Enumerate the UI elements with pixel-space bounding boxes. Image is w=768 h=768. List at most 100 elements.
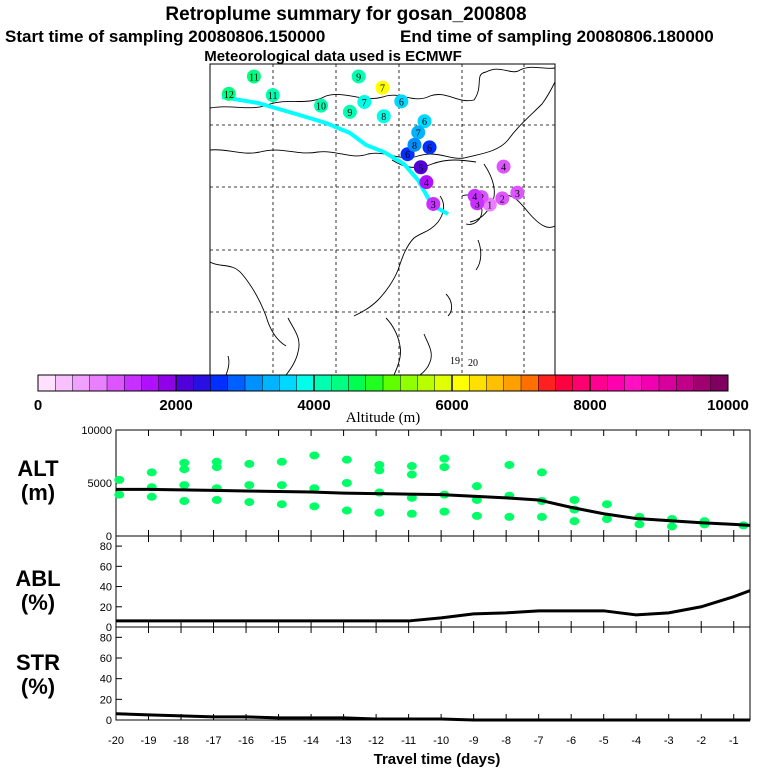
- map-point: [314, 98, 329, 113]
- colorbar-cell: [365, 375, 384, 391]
- colorbar-cell: [55, 375, 73, 391]
- x-tick-label: -5: [599, 735, 609, 747]
- alt-point: [569, 517, 580, 526]
- str-panel-title: STR: [16, 650, 60, 675]
- colorbar-cell: [38, 375, 56, 391]
- map-point: [495, 191, 510, 206]
- map-panel: 12233344456667889910111112776 19 20: [209, 63, 556, 376]
- map-point-label: 4: [501, 163, 506, 174]
- str-panel-frame: [115, 626, 751, 721]
- colorbar-cell: [659, 375, 677, 391]
- colorbar-cell: [227, 375, 246, 391]
- map-point-label: 10: [316, 102, 326, 113]
- colorbar-cell: [624, 375, 643, 391]
- alt-point: [244, 481, 255, 490]
- start-sampling-text: Start time of sampling 20080806.150000: [5, 27, 325, 46]
- map-point-label: 8: [381, 112, 386, 123]
- met-data-text: Meteorological data used is ECMWF: [204, 48, 462, 65]
- str-y-tick-label: 0: [106, 715, 112, 727]
- colorbar-cell: [676, 375, 694, 391]
- map-point: [265, 88, 280, 103]
- map-point-label: 1: [487, 201, 492, 212]
- colorbar-cell: [400, 375, 418, 391]
- alt-point: [536, 512, 547, 521]
- alt-point: [374, 508, 385, 517]
- colorbar-tick-label: 2000: [159, 397, 192, 414]
- colorbar-cell: [176, 375, 194, 391]
- x-tick-label: -20: [108, 735, 124, 747]
- abl-panel-title: ABL: [15, 566, 60, 591]
- colorbar-cell: [296, 375, 315, 391]
- map-point: [496, 159, 511, 174]
- alt-point: [634, 520, 645, 529]
- alt-point: [471, 511, 482, 520]
- map-point-label: 3: [431, 200, 436, 211]
- map-point-label: 9: [356, 72, 361, 83]
- alt-point: [406, 493, 417, 502]
- abl-y-tick-label: 0: [106, 622, 112, 634]
- map-graticule: [210, 64, 555, 375]
- colorbar-cell: [210, 375, 229, 391]
- map-point: [375, 80, 390, 95]
- figure-title: Retroplume summary for gosan_200808: [165, 4, 526, 25]
- alt-plot: 0 5000 10000: [81, 425, 751, 543]
- x-tick-label: -3: [664, 735, 674, 747]
- map-point-label: 6: [405, 150, 410, 161]
- map-point: [342, 104, 357, 119]
- colorbar-cell: [348, 375, 367, 391]
- colorbar-tick-label: 10000: [707, 397, 749, 414]
- colorbar-label: Altitude (m): [346, 410, 421, 426]
- x-axis: -20 -19 -18 -17 -16 -15 -14 -13 -12 -11 -10 -9 -8 -7-…: [108, 430, 739, 747]
- map-point-label: 12: [224, 90, 234, 101]
- map-point-label: 11: [249, 72, 259, 83]
- x-tick-label: -10: [433, 735, 449, 747]
- colorbar-cell: [279, 375, 298, 391]
- alt-point: [309, 484, 320, 493]
- alt-point: [179, 497, 190, 506]
- x-tick-label: -14: [303, 735, 319, 747]
- map-label-19: 19: [450, 356, 460, 367]
- str-y-tick-label: 40: [100, 674, 112, 686]
- colorbar-cell: [417, 375, 436, 391]
- alt-point: [471, 482, 482, 491]
- x-axis-label: Travel time (days): [374, 751, 501, 768]
- map-point: [422, 140, 437, 155]
- alt-point: [244, 459, 255, 468]
- map-point-label: 11: [268, 91, 278, 102]
- map-label-20: 20: [468, 358, 478, 369]
- alt-point: [309, 502, 320, 511]
- map-point-label: 7: [362, 98, 367, 109]
- map-point-label: 2: [500, 194, 505, 205]
- map-point: [467, 188, 482, 203]
- x-tick-label: -7: [534, 735, 544, 747]
- colorbar-cell: [158, 375, 177, 391]
- map-point: [407, 137, 422, 152]
- x-tick-label: -11: [401, 735, 416, 747]
- colorbar-cell: [521, 375, 539, 391]
- colorbar-ticks: 0 2000 4000 6000 8000 10000: [34, 375, 749, 414]
- colorbar-cell: [607, 375, 625, 391]
- x-tick-label: -12: [368, 735, 384, 747]
- str-y-tick-label: 20: [100, 694, 112, 706]
- x-tick-label: -2: [696, 735, 706, 747]
- alt-point: [374, 460, 385, 469]
- x-tick-label: -16: [238, 735, 254, 747]
- colorbar-tick-label: 4000: [297, 397, 330, 414]
- alt-point: [601, 500, 612, 509]
- end-sampling-text: End time of sampling 20080806.180000: [400, 27, 714, 46]
- colorbar-cell: [124, 375, 142, 391]
- alt-point: [114, 490, 125, 499]
- alt-point: [211, 457, 222, 466]
- str-panel-unit: (%): [21, 674, 55, 699]
- alt-point: [341, 506, 352, 515]
- colorbar-cell: [590, 375, 608, 391]
- alt-point: [504, 512, 515, 521]
- map-point-label: 6: [427, 143, 432, 154]
- alt-point: [114, 475, 125, 484]
- map-point-label: 7: [380, 84, 385, 95]
- abl-plot: 0 20 40 60 80: [100, 541, 751, 634]
- map-point: [351, 69, 366, 84]
- map-point: [417, 114, 432, 129]
- str-y-tick-label: 80: [100, 632, 112, 644]
- alt-point: [601, 515, 612, 524]
